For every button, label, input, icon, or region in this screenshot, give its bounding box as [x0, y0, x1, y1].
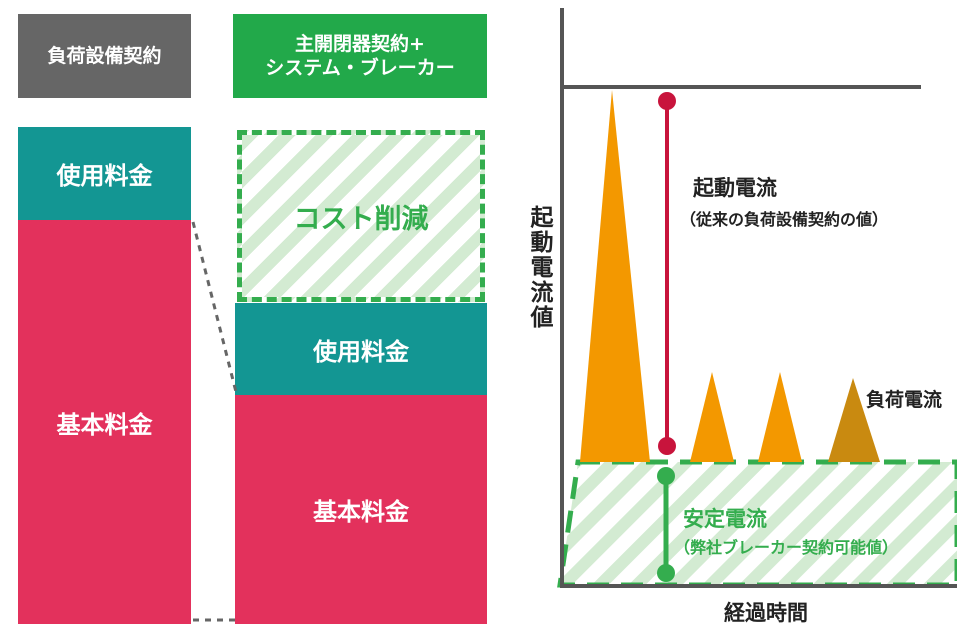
startup-indicator-top-dot — [658, 92, 676, 110]
base-fee-block-left: 基本料金 — [18, 220, 191, 624]
header-load-equipment-contract: 負荷設備契約 — [18, 14, 191, 98]
base-fee-block-right: 基本料金 — [235, 395, 487, 624]
usage-fee-label-right: 使用料金 — [313, 337, 409, 366]
load-spike-3 — [828, 378, 880, 462]
startup-indicator-bottom-dot — [658, 437, 676, 455]
connector-dashed-line — [191, 221, 238, 393]
y-axis-label: 起動電流値 — [526, 205, 552, 330]
usage-fee-block-right: 使用料金 — [235, 303, 487, 395]
startup-current-note: （従来の負荷設備契約の値） — [680, 210, 889, 229]
stable-indicator-top-dot — [657, 467, 675, 485]
load-spike-2 — [758, 372, 802, 462]
load-spike-1 — [690, 372, 734, 462]
header-load-equipment-label: 負荷設備契約 — [47, 45, 162, 67]
base-fee-label-right: 基本料金 — [313, 498, 409, 526]
stable-current-label: 安定電流 — [683, 507, 767, 531]
cost-reduction-label: コスト削減 — [293, 203, 429, 235]
stable-current-note: （弊社ブレーカー契約可能値） — [674, 538, 899, 557]
startup-current-label: 起動電流 — [693, 176, 777, 200]
stable-indicator-bottom-dot — [657, 564, 675, 582]
usage-fee-block-left: 使用料金 — [18, 127, 191, 220]
header-main-switch-contract: 主開閉器契約+ システム・ブレーカー — [233, 14, 487, 98]
header-main-switch-line2: システム・ブレーカー — [265, 57, 455, 79]
x-axis-label: 経過時間 — [724, 601, 808, 625]
startup-current-spike — [580, 90, 650, 462]
cost-reduction-block: コスト削減 — [237, 130, 485, 302]
usage-fee-label-left: 使用料金 — [56, 162, 153, 190]
base-fee-label-left: 基本料金 — [56, 410, 153, 439]
header-main-switch-line1: 主開閉器契約+ — [295, 33, 425, 55]
load-current-label: 負荷電流 — [866, 389, 943, 411]
